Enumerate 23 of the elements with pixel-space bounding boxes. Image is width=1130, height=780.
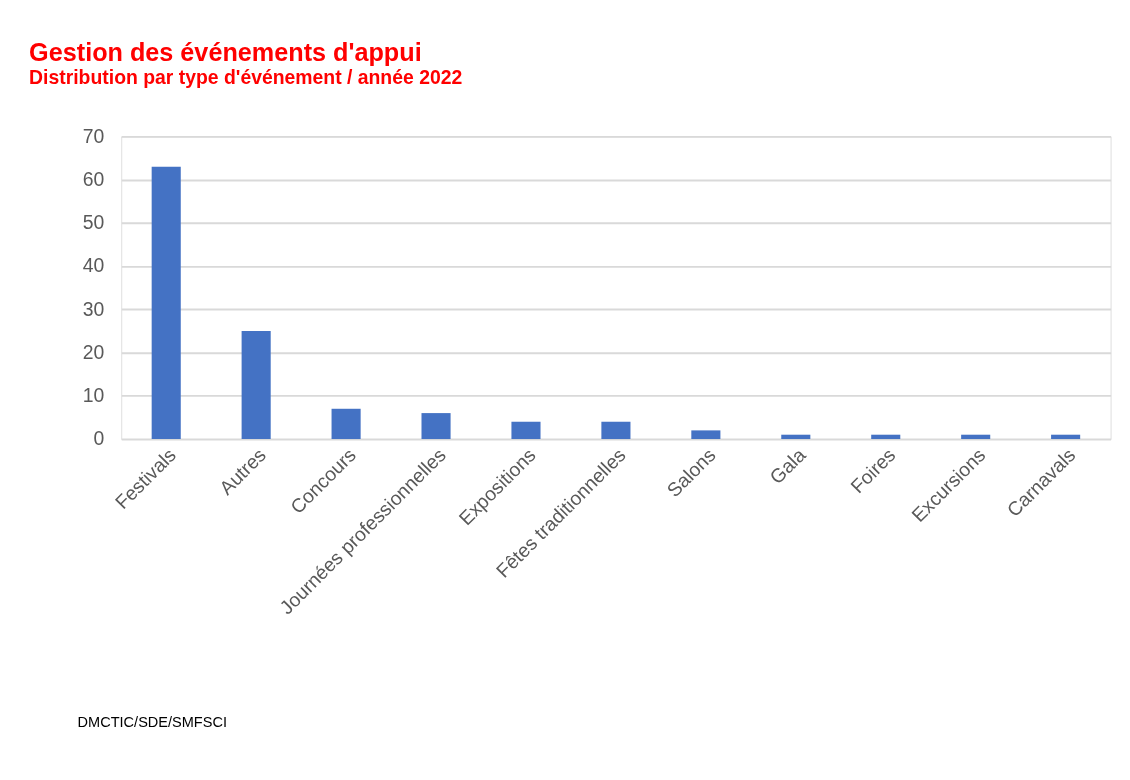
x-tick-label: Gala xyxy=(765,443,810,489)
chart-subtitle: Distribution par type d'événement / année 2022 xyxy=(29,66,463,89)
bar xyxy=(781,434,811,440)
y-tick-label: 40 xyxy=(82,254,105,277)
y-tick-label: 60 xyxy=(82,167,105,190)
y-tick-label: 70 xyxy=(82,124,105,147)
y-tick-label: 30 xyxy=(82,297,105,320)
bar xyxy=(331,408,361,440)
bar xyxy=(691,430,721,440)
text: DMCTIC/SDE/SMFSCI xyxy=(77,714,227,731)
bar xyxy=(421,413,451,440)
y-tick-label: 20 xyxy=(82,340,105,363)
y-tick-label: 50 xyxy=(82,211,105,234)
bar xyxy=(601,421,631,440)
bar xyxy=(871,434,901,440)
bar xyxy=(961,434,991,440)
bar xyxy=(241,330,271,440)
chart-title: Gestion des événements d'appui xyxy=(29,37,422,66)
bar xyxy=(151,166,181,440)
y-tick-label: 10 xyxy=(82,384,105,407)
bar xyxy=(1051,434,1081,440)
y-tick-label: 0 xyxy=(93,427,105,450)
bar xyxy=(511,421,541,440)
